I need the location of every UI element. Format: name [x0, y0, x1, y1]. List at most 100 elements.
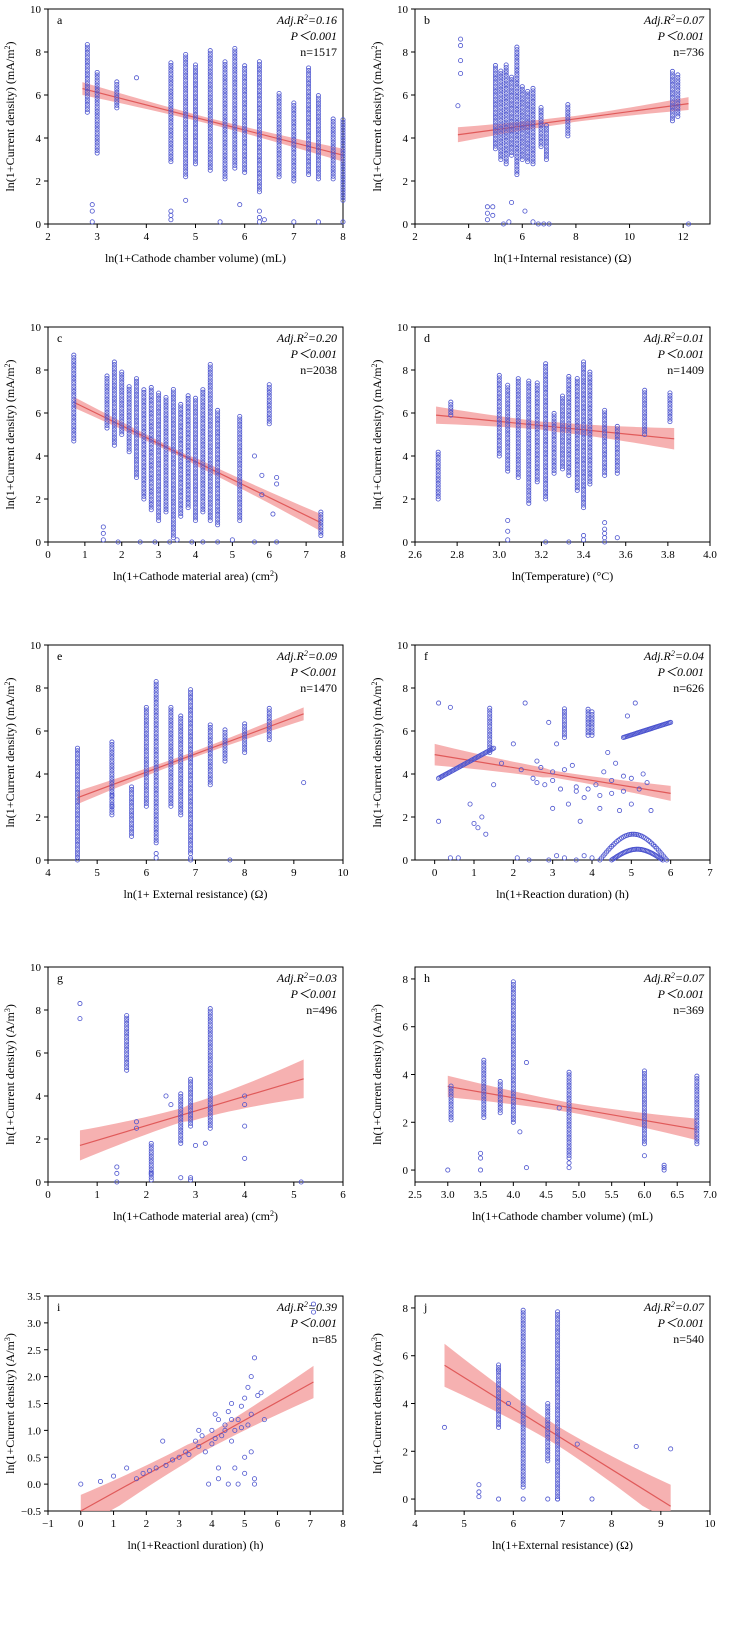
data-point	[641, 1104, 647, 1110]
data-point	[503, 156, 509, 162]
data-point	[520, 1461, 526, 1467]
data-point	[153, 749, 159, 755]
data-point	[192, 91, 198, 97]
data-point	[276, 91, 282, 97]
y-axis-label: ln(1+Current density) (A/m3)	[370, 1004, 385, 1145]
data-point	[642, 418, 648, 424]
data-point	[492, 125, 498, 131]
data-point	[188, 741, 194, 747]
data-point	[566, 1124, 572, 1130]
data-point	[520, 1372, 526, 1378]
data-point	[481, 1109, 487, 1115]
data-point	[510, 984, 516, 990]
data-point	[530, 122, 536, 128]
data-point	[148, 426, 154, 432]
data-point	[178, 511, 184, 517]
data-point	[124, 1020, 130, 1026]
data-point	[514, 133, 520, 139]
data-point	[530, 109, 536, 115]
data-point	[496, 450, 502, 456]
data-point	[558, 786, 564, 792]
data-point	[192, 65, 198, 71]
y-tick-label: 8	[36, 1005, 42, 1017]
data-point	[163, 423, 169, 429]
data-point	[237, 434, 243, 440]
data-point	[143, 764, 149, 770]
data-point	[170, 467, 176, 473]
data-point	[178, 479, 184, 485]
data-point	[602, 407, 608, 413]
data-point	[538, 136, 544, 142]
data-point	[178, 469, 184, 475]
data-point	[694, 1136, 700, 1142]
data-point	[170, 472, 176, 478]
data-point	[192, 117, 198, 123]
data-point	[546, 221, 552, 227]
data-point	[75, 789, 81, 795]
data-point	[178, 770, 184, 776]
data-point	[574, 376, 580, 382]
data-point	[515, 474, 521, 480]
data-point	[555, 1356, 561, 1362]
data-point	[530, 111, 536, 117]
data-point	[498, 76, 504, 82]
data-point	[178, 736, 184, 742]
data-point	[641, 1078, 647, 1084]
data-point	[119, 429, 125, 435]
data-point	[514, 109, 520, 115]
data-point	[242, 724, 248, 730]
data-point	[178, 1114, 184, 1120]
data-point	[510, 1117, 516, 1123]
data-point	[543, 478, 549, 484]
data-point	[153, 731, 159, 737]
data-point	[251, 539, 257, 545]
data-point	[168, 94, 174, 100]
data-point	[178, 422, 184, 428]
data-point	[642, 416, 648, 422]
data-point	[104, 422, 110, 428]
data-point	[515, 412, 521, 418]
data-point	[174, 537, 180, 543]
data-point	[555, 1452, 561, 1458]
data-point	[143, 788, 149, 794]
data-point	[340, 125, 346, 131]
data-point	[133, 464, 139, 470]
data-point	[188, 1097, 194, 1103]
data-point	[640, 771, 646, 777]
data-point	[566, 1090, 572, 1096]
data-point	[545, 1450, 551, 1456]
data-point	[185, 411, 191, 417]
data-point	[306, 117, 312, 123]
data-point	[520, 1354, 526, 1360]
data-point	[475, 825, 481, 831]
x-tick-label: 4	[45, 867, 51, 879]
data-point	[641, 1141, 647, 1147]
data-point	[153, 837, 159, 843]
data-point	[514, 104, 520, 110]
data-point	[178, 723, 184, 729]
data-point	[574, 412, 580, 418]
data-point	[245, 1384, 251, 1390]
data-point	[153, 811, 159, 817]
data-point	[492, 133, 498, 139]
data-point	[242, 143, 248, 149]
data-point	[129, 818, 135, 824]
data-point	[232, 51, 238, 57]
data-point	[215, 491, 221, 497]
data-point	[188, 801, 194, 807]
data-point	[306, 135, 312, 141]
data-point	[315, 116, 321, 122]
data-point	[530, 156, 536, 162]
data-point	[566, 1098, 572, 1104]
data-point	[207, 1102, 213, 1108]
data-point	[188, 838, 194, 844]
data-point	[566, 449, 572, 455]
data-point	[436, 700, 442, 706]
data-point	[574, 459, 580, 465]
data-point	[192, 419, 198, 425]
data-point	[496, 391, 502, 397]
data-point	[515, 441, 521, 447]
data-point	[503, 80, 509, 86]
data-point	[192, 481, 198, 487]
data-point	[237, 512, 243, 518]
